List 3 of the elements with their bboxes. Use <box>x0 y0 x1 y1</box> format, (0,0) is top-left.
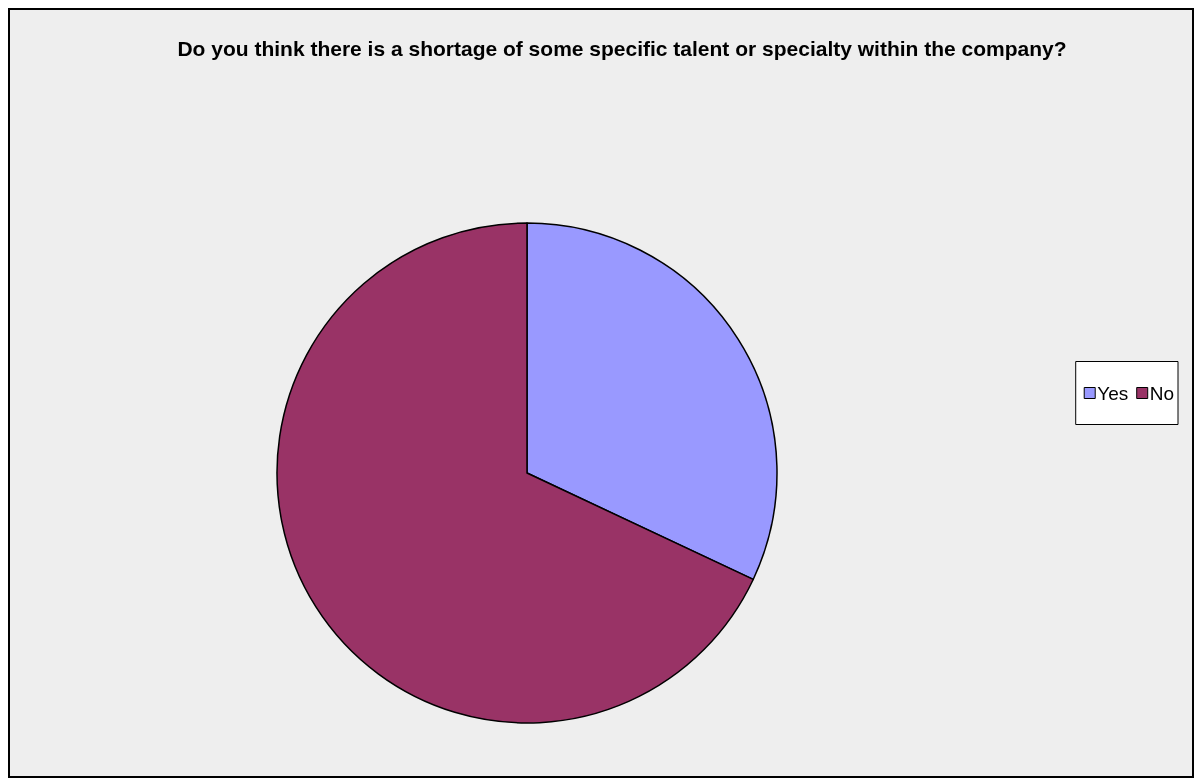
legend-label: No <box>1149 382 1175 404</box>
chart-title: Do you think there is a shortage of some specific talent or specialty within the company? <box>177 37 1067 60</box>
legend-label: Yes <box>1097 382 1129 404</box>
